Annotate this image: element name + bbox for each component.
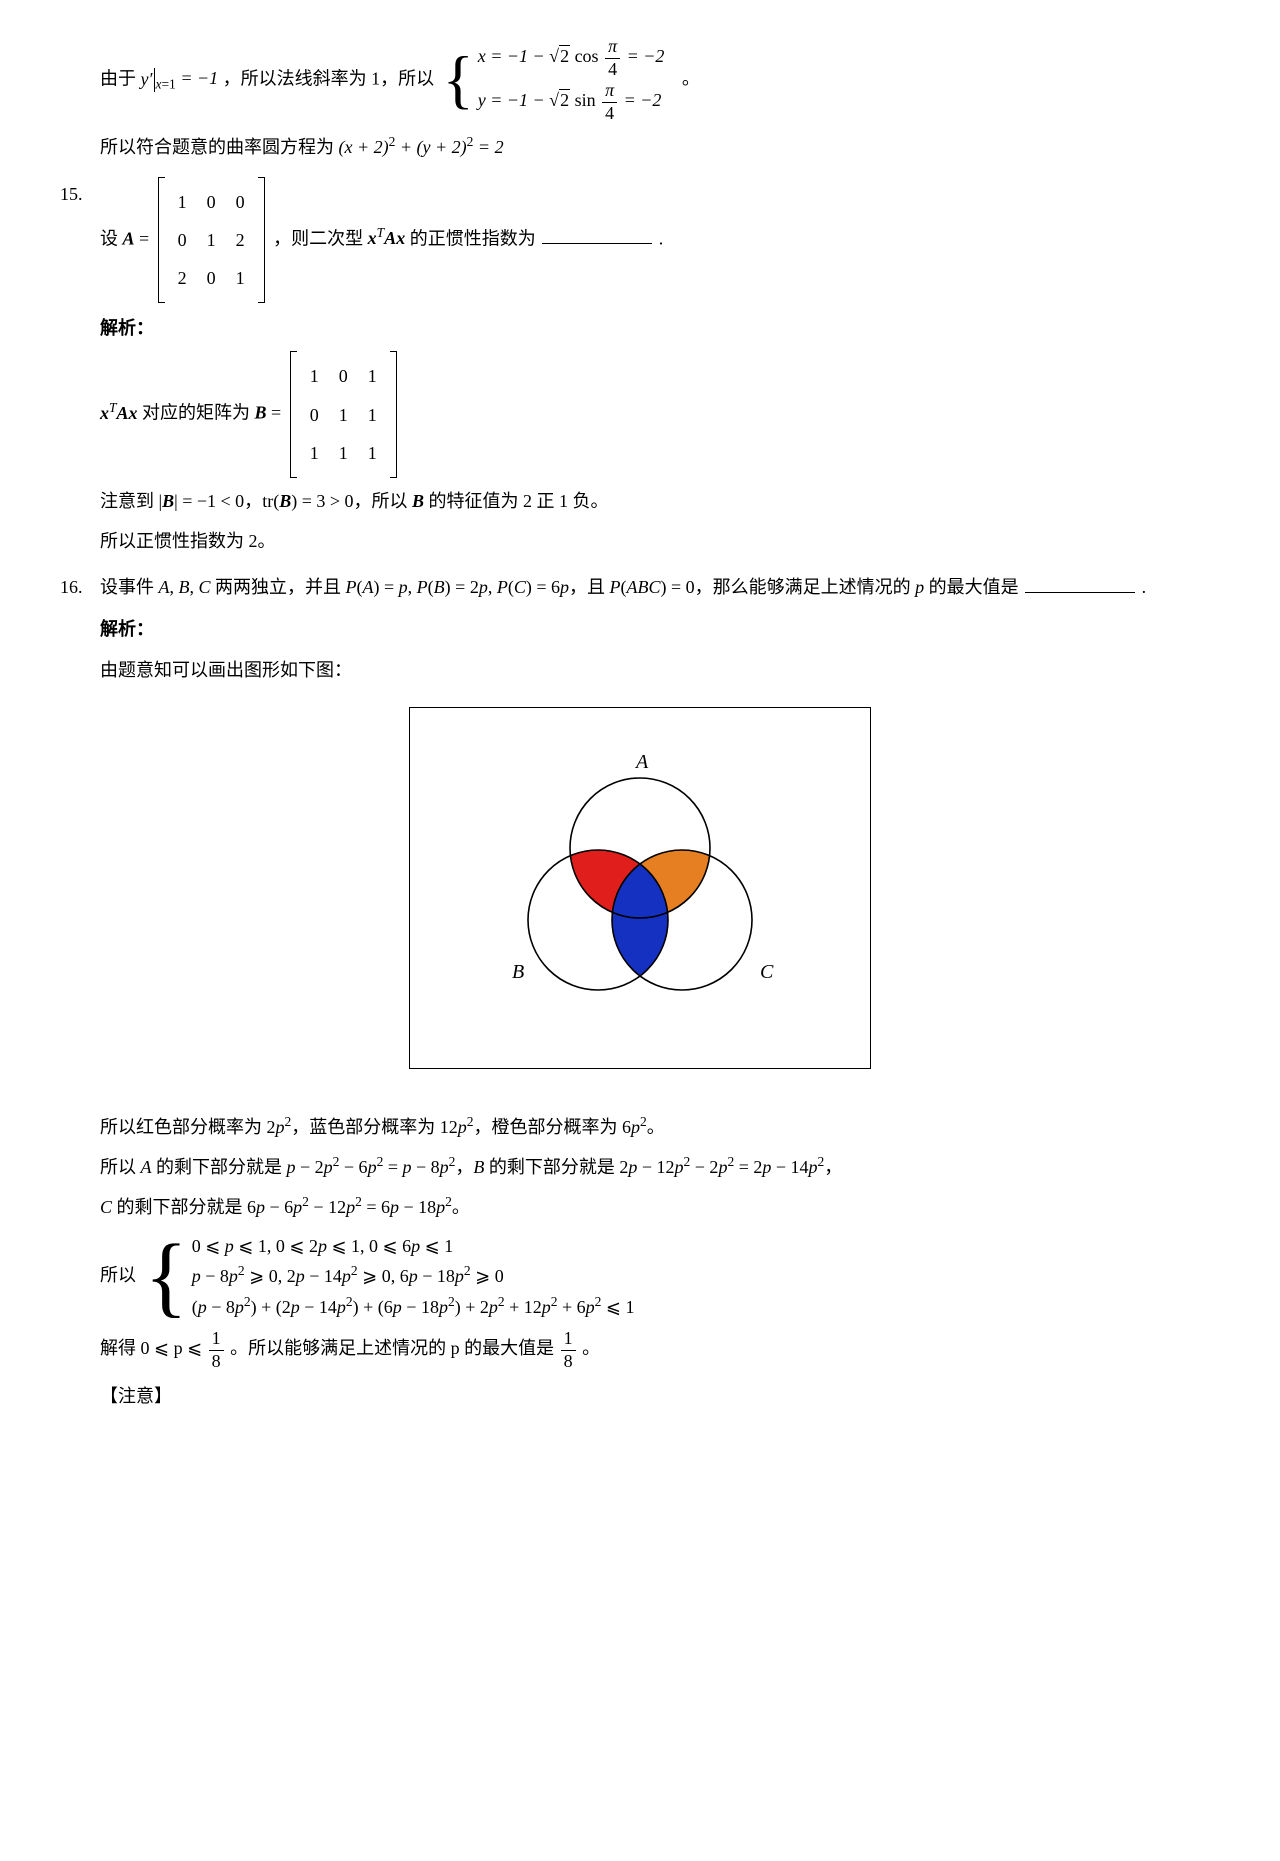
inequality-system: { 0 ⩽ p ⩽ 1, 0 ⩽ 2p ⩽ 1, 0 ⩽ 6p ⩽ 1 p − …: [145, 1231, 635, 1323]
venn-diagram: A B C: [480, 738, 800, 1038]
xTAx: xTAx: [100, 403, 138, 423]
text: 对应的矩阵为: [142, 403, 255, 423]
sys-row-3: (p − 8p2) + (2p − 14p2) + (6p − 18p2) + …: [192, 1292, 635, 1323]
sys-row-1: 0 ⩽ p ⩽ 1, 0 ⩽ 2p ⩽ 1, 0 ⩽ 6p ⩽ 1: [192, 1231, 635, 1262]
prev-solution-line-2: 所以符合题意的曲率圆方程为 (x + 2)2 + (y + 2)2 = 2: [100, 130, 1220, 164]
q16-system: 所以 { 0 ⩽ p ⩽ 1, 0 ⩽ 2p ⩽ 1, 0 ⩽ 6p ⩽ 1 p…: [100, 1231, 1220, 1323]
text: ，所以法线斜率为 1，所以: [223, 68, 439, 88]
q15-sol-line-2: 注意到 |B| = −1 < 0，tr(B) = 3 > 0，所以 B 的特征值…: [100, 484, 1220, 518]
text: 。: [582, 1339, 600, 1359]
text: 所以: [100, 1265, 141, 1285]
answer-blank: [542, 225, 652, 244]
problem-15: 15. 设 A = 100 012 201 ，则二次型 xTAx 的正惯性指数为…: [60, 177, 1220, 304]
text: .: [659, 228, 664, 248]
text: 解得 0 ⩽ p ⩽: [100, 1339, 207, 1359]
matrix-A: 100 012 201: [158, 177, 265, 304]
label-B: B: [512, 961, 524, 983]
matrix-A-label: A: [123, 228, 135, 248]
q16-conclusion: 解得 0 ⩽ p ⩽ 1 8 。所以能够满足上述情况的 p 的最大值是 1 8 …: [100, 1328, 1220, 1372]
sys-row-y: y = −1 − 2 sin π4 = −2: [478, 80, 665, 124]
q15-sol-line-3: 所以正惯性指数为 2。: [100, 524, 1220, 558]
matrix-B-label: B: [255, 403, 267, 423]
problem-number: 15.: [60, 177, 100, 211]
matrix-B: 101 011 111: [290, 351, 397, 478]
equation-system: { x = −1 − 2 cos π4 = −2 y = −1 − 2 sin …: [443, 36, 665, 124]
solution-label: 解析：: [100, 311, 1220, 345]
text: ，则二次型: [273, 228, 368, 248]
text: 。: [682, 68, 700, 88]
prev-solution-line-1: 由于 y′x=1 = −1 ，所以法线斜率为 1，所以 { x = −1 − 2…: [100, 36, 1220, 124]
text: 。所以能够满足上述情况的 p 的最大值是: [230, 1339, 559, 1359]
problem-statement: 设事件 A, B, C 两两独立，并且 P(A) = p, P(B) = 2p,…: [100, 570, 1220, 604]
q15-sol-line-1: xTAx 对应的矩阵为 B = 101 011 111: [100, 351, 1220, 478]
q16-intro: 由题意知可以画出图形如下图：: [100, 653, 1220, 687]
problem-statement: 设 A = 100 012 201 ，则二次型 xTAx 的正惯性指数为 .: [100, 177, 1220, 304]
q16-rem-A-B: 所以 A 的剩下部分就是 p − 2p2 − 6p2 = p − 8p2，B 的…: [100, 1150, 1220, 1184]
math-expr: y′x=1 = −1: [141, 68, 223, 88]
problem-number: 16.: [60, 570, 100, 604]
xTAx: xTAx: [368, 228, 406, 248]
label-C: C: [760, 961, 774, 983]
answer-blank: [1025, 574, 1135, 593]
text: 设: [100, 228, 123, 248]
q16-after-fig: 所以红色部分概率为 2p2，蓝色部分概率为 12p2，橙色部分概率为 6p2。: [100, 1110, 1220, 1144]
q16-rem-C: C 的剩下部分就是 6p − 6p2 − 12p2 = 6p − 18p2。: [100, 1190, 1220, 1224]
venn-figure: A B C: [60, 707, 1220, 1080]
text: 的正惯性指数为: [410, 228, 541, 248]
sys-row-x: x = −1 − 2 cos π4 = −2: [478, 36, 665, 80]
solution-label: 解析：: [100, 612, 1220, 646]
sys-row-2: p − 8p2 ⩾ 0, 2p − 14p2 ⩾ 0, 6p − 18p2 ⩾ …: [192, 1261, 635, 1292]
note-label: 【注意】: [100, 1379, 1220, 1413]
problem-16: 16. 设事件 A, B, C 两两独立，并且 P(A) = p, P(B) =…: [60, 570, 1220, 604]
text: .: [1142, 577, 1147, 597]
text: 由于: [100, 68, 141, 88]
frac-1-8: 1 8: [209, 1328, 224, 1372]
figure-frame: A B C: [409, 707, 871, 1069]
label-A: A: [634, 751, 649, 773]
frac-1-8: 1 8: [561, 1328, 576, 1372]
